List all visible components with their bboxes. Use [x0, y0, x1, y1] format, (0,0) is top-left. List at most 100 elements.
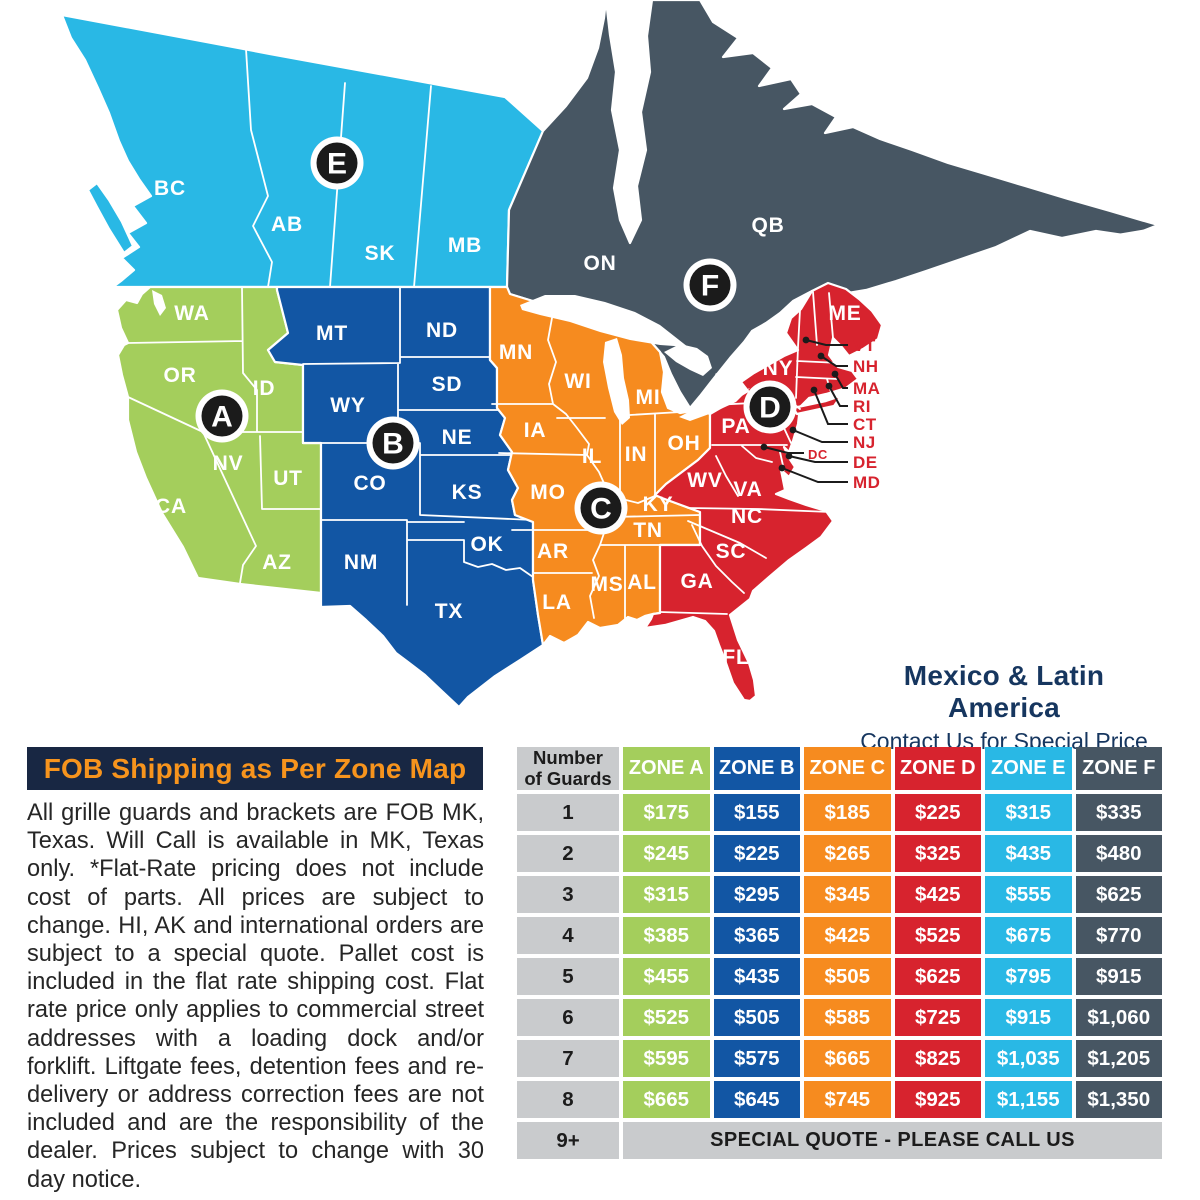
callout-vt: VT — [802, 336, 875, 355]
state-label-nm: NM — [344, 551, 378, 574]
guards-count-cell: 3 — [517, 876, 619, 913]
state-label-mn: MN — [499, 341, 533, 364]
state-label-fl: FL — [722, 646, 749, 669]
badge-disc — [372, 422, 414, 464]
callout-ma: MA — [831, 370, 880, 398]
price-cell-zone-d: $225 — [894, 794, 981, 831]
zone-a-state-borders — [127, 287, 321, 584]
badge-letter: E — [327, 148, 347, 181]
state-label-co: CO — [353, 472, 386, 495]
callout-dot — [789, 426, 797, 434]
lake-ontario — [715, 356, 762, 377]
price-cell-zone-b: $505 — [713, 999, 800, 1036]
state-label-pa: PA — [721, 415, 750, 438]
state-label-sk: SK — [365, 242, 396, 265]
price-cell-zone-d: $525 — [894, 917, 981, 954]
price-cell-zone-b: $575 — [713, 1040, 800, 1077]
state-label-ky: KY — [643, 493, 674, 516]
price-cell-zone-c: $505 — [804, 958, 891, 995]
callout-ct: CT — [810, 386, 877, 434]
state-label-on: ON — [583, 252, 616, 275]
guards-count-cell: 1 — [517, 794, 619, 831]
zone-price-table: Number of Guards ZONE A ZONE B ZONE C ZONE D… — [517, 747, 1162, 1159]
price-cell-zone-a: $525 — [623, 999, 710, 1036]
badge-disc — [749, 386, 791, 428]
badge-letter: A — [211, 401, 233, 434]
state-label-wv: WV — [687, 469, 722, 492]
price-cell-zone-e: $1,035 — [985, 1040, 1072, 1077]
badge-letter: F — [701, 270, 719, 303]
state-label-nc: NC — [731, 505, 763, 528]
price-cell-zone-a: $175 — [623, 794, 710, 831]
zone-d-region — [643, 281, 884, 703]
lake-erie — [679, 388, 750, 421]
callout-leader-line — [792, 429, 848, 443]
zone-column-header-c: ZONE C — [804, 747, 891, 790]
state-label-sd: SD — [432, 373, 463, 396]
state-label-nv: NV — [213, 452, 244, 475]
price-cell-zone-c: $745 — [804, 1081, 891, 1118]
state-label-in: IN — [625, 443, 648, 466]
price-cell-zone-c: $265 — [804, 835, 891, 872]
price-cell-zone-a: $455 — [623, 958, 710, 995]
state-label-nd: ND — [426, 319, 458, 342]
callout-dot — [785, 452, 793, 460]
badge-letter: C — [590, 493, 612, 526]
state-label-wa: WA — [174, 302, 209, 325]
zone-column-header-d: ZONE D — [894, 747, 981, 790]
st-lawrence-river — [866, 229, 1148, 293]
lake-superior — [520, 295, 688, 347]
price-cell-zone-d: $725 — [894, 999, 981, 1036]
callout-dot — [810, 386, 818, 394]
guards-count-cell: 6 — [517, 999, 619, 1036]
price-cell-zone-b: $645 — [713, 1081, 800, 1118]
price-cell-zone-c: $345 — [804, 876, 891, 913]
callout-leader-line — [834, 373, 848, 389]
callout-leader-line — [820, 355, 848, 367]
guards-count-cell: 2 — [517, 835, 619, 872]
callout-label-ct: CT — [853, 415, 877, 434]
price-cell-zone-f: $625 — [1075, 876, 1162, 913]
state-label-id: ID — [253, 377, 276, 400]
state-label-or: OR — [163, 364, 196, 387]
zone-badge-d: D — [743, 380, 797, 434]
price-cell-zone-a: $245 — [623, 835, 710, 872]
zone-column-header-f: ZONE F — [1075, 747, 1162, 790]
state-label-mo: MO — [530, 481, 565, 504]
callout-label-dc: DC — [808, 447, 828, 462]
puget-sound — [152, 290, 166, 316]
price-cell-zone-d: $825 — [894, 1040, 981, 1077]
zone-badges-group: AB C D E F — [195, 136, 797, 535]
price-cell-zone-e: $915 — [985, 999, 1072, 1036]
price-cell-zone-e: $675 — [985, 917, 1072, 954]
price-cell-zone-c: $585 — [804, 999, 891, 1036]
price-cell-zone-e: $315 — [985, 794, 1072, 831]
state-label-ne: NE — [442, 426, 473, 449]
state-label-ny: NY — [763, 357, 794, 380]
price-cell-zone-b: $435 — [713, 958, 800, 995]
callout-leader-line — [781, 467, 848, 483]
callout-dot — [802, 336, 810, 344]
callout-ri: RI — [825, 382, 871, 416]
badge-disc — [316, 142, 358, 184]
zone-badge-c: C — [574, 481, 628, 535]
price-cell-zone-a: $665 — [623, 1081, 710, 1118]
state-label-ab: AB — [271, 213, 303, 236]
state-label-mb: MB — [448, 234, 482, 257]
guards-count-cell: 7 — [517, 1040, 619, 1077]
fob-shipping-banner: FOB Shipping as Per Zone Map — [27, 747, 483, 790]
price-cell-zone-b: $365 — [713, 917, 800, 954]
state-label-wy: WY — [330, 394, 365, 417]
callout-leader-line — [813, 389, 848, 425]
zone-f-region — [505, 0, 1160, 410]
lake-michigan — [603, 338, 630, 425]
price-cell-zone-a: $385 — [623, 917, 710, 954]
zone-column-header-a: ZONE A — [623, 747, 710, 790]
state-label-mt: MT — [316, 322, 348, 345]
callout-label-de: DE — [853, 453, 878, 472]
price-cell-zone-f: $770 — [1075, 917, 1162, 954]
price-cell-zone-e: $1,155 — [985, 1081, 1072, 1118]
callout-label-ma: MA — [853, 379, 880, 398]
